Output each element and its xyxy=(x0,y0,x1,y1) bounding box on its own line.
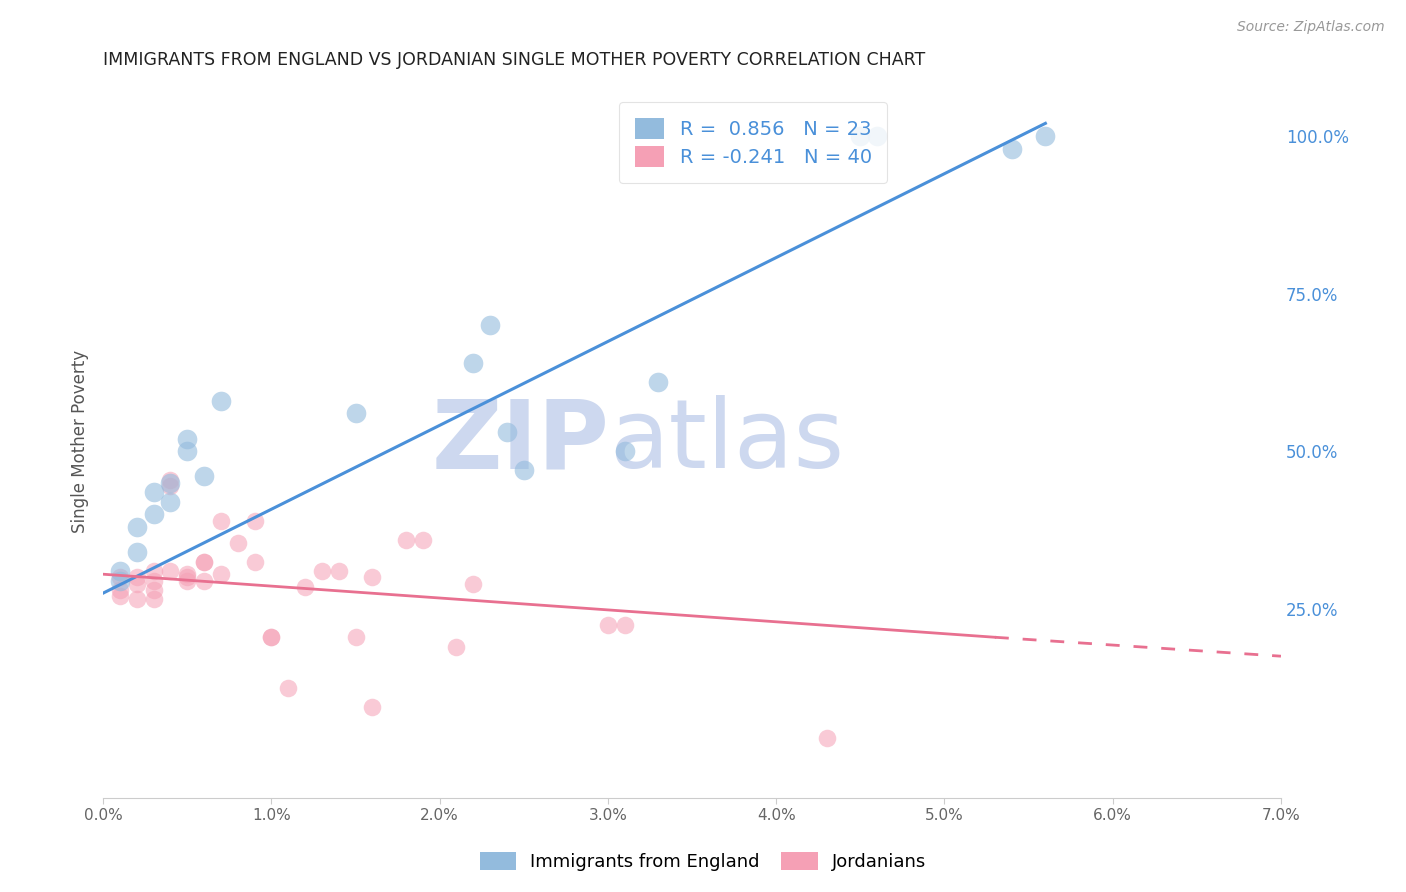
Point xyxy=(1001,142,1024,156)
Point xyxy=(361,699,384,714)
Point xyxy=(1035,128,1057,143)
Point xyxy=(596,617,619,632)
Text: ZIP: ZIP xyxy=(432,395,610,488)
Point xyxy=(613,444,636,458)
Point xyxy=(226,535,249,549)
Point xyxy=(142,485,165,500)
Point xyxy=(159,473,181,487)
Point xyxy=(159,564,181,578)
Point xyxy=(142,564,165,578)
Point xyxy=(125,576,148,591)
Point xyxy=(108,564,131,578)
Point xyxy=(849,128,872,143)
Point xyxy=(209,567,232,582)
Point xyxy=(815,731,838,746)
Point xyxy=(260,630,283,644)
Point xyxy=(193,555,215,569)
Point xyxy=(277,681,299,695)
Point xyxy=(311,564,333,578)
Text: Source: ZipAtlas.com: Source: ZipAtlas.com xyxy=(1237,20,1385,34)
Point xyxy=(125,592,148,607)
Point xyxy=(209,514,232,528)
Point xyxy=(513,463,536,477)
Point xyxy=(866,128,889,143)
Point xyxy=(142,592,165,607)
Point xyxy=(159,479,181,493)
Legend: R =  0.856   N = 23, R = -0.241   N = 40: R = 0.856 N = 23, R = -0.241 N = 40 xyxy=(619,103,887,183)
Point xyxy=(647,375,669,389)
Point xyxy=(159,475,181,490)
Point xyxy=(344,406,367,420)
Point xyxy=(243,555,266,569)
Point xyxy=(125,570,148,584)
Point xyxy=(479,318,502,332)
Point xyxy=(613,617,636,632)
Text: atlas: atlas xyxy=(610,395,845,488)
Point xyxy=(176,432,198,446)
Point xyxy=(193,469,215,483)
Point xyxy=(361,570,384,584)
Point xyxy=(142,582,165,597)
Point xyxy=(108,589,131,603)
Point xyxy=(193,574,215,588)
Point xyxy=(463,356,485,370)
Point xyxy=(260,630,283,644)
Point xyxy=(446,640,468,654)
Point xyxy=(108,582,131,597)
Point xyxy=(142,508,165,522)
Point xyxy=(209,393,232,408)
Point xyxy=(328,564,350,578)
Point xyxy=(176,444,198,458)
Point xyxy=(125,545,148,559)
Point xyxy=(176,570,198,584)
Point xyxy=(108,570,131,584)
Point xyxy=(159,494,181,508)
Point xyxy=(344,630,367,644)
Point xyxy=(463,576,485,591)
Point xyxy=(176,567,198,582)
Y-axis label: Single Mother Poverty: Single Mother Poverty xyxy=(72,351,89,533)
Point xyxy=(243,514,266,528)
Text: IMMIGRANTS FROM ENGLAND VS JORDANIAN SINGLE MOTHER POVERTY CORRELATION CHART: IMMIGRANTS FROM ENGLAND VS JORDANIAN SIN… xyxy=(103,51,925,69)
Legend: Immigrants from England, Jordanians: Immigrants from England, Jordanians xyxy=(472,846,934,879)
Point xyxy=(395,533,418,547)
Point xyxy=(176,574,198,588)
Point xyxy=(125,520,148,534)
Point xyxy=(142,574,165,588)
Point xyxy=(193,555,215,569)
Point xyxy=(294,580,316,594)
Point xyxy=(108,574,131,588)
Point xyxy=(412,533,434,547)
Point xyxy=(496,425,519,440)
